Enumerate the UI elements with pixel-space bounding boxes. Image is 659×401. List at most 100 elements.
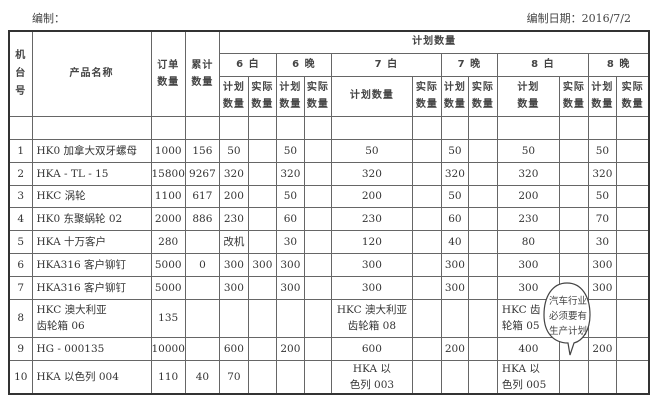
table-row: 10 HKA 以色列 004 110 40 70 HKA 以 色列 003 HKA 以 色列… — [8, 359, 650, 394]
actual-qty — [467, 275, 498, 300]
plan-qty: 200 — [587, 336, 617, 361]
shift-header: 7 白 — [330, 52, 442, 77]
product-name: HKA316 客户铆钉 — [31, 275, 152, 300]
machine-no: 6 — [8, 252, 33, 277]
actual-qty — [411, 298, 442, 338]
product-name: HKA - TL - 15 — [31, 161, 152, 186]
product-name: HKA 十万客户 — [31, 229, 152, 254]
callout-text: 汽车行业必须要有生产计划 — [548, 296, 587, 337]
table-row: 3 HKC 涡轮 1100 617 200 50 200 50 200 50 — [8, 184, 650, 208]
actual-qty — [247, 206, 277, 231]
blank-cell — [587, 115, 617, 140]
plan-qty: 70 — [218, 359, 249, 394]
plan-qty: HKC 澳大利亚 齿轮箱 08 — [330, 298, 413, 338]
plan-qty: 300 — [218, 275, 249, 300]
blank-cell — [440, 115, 469, 140]
machine-no: 10 — [8, 359, 33, 394]
actual-qty — [247, 161, 277, 186]
cum-qty — [184, 298, 220, 338]
blank-cell — [558, 115, 589, 140]
plan-qty-label: 计划数量 — [279, 82, 302, 110]
actual-qty — [411, 138, 442, 163]
plan-qty: 50 — [218, 138, 249, 163]
actual-qty — [615, 206, 650, 231]
plan-qty-header: 计划数量 — [275, 75, 305, 117]
actual-qty-header: 实际数量 — [615, 75, 650, 117]
blank-cell — [411, 115, 442, 140]
actual-qty — [615, 298, 650, 338]
blank-cell — [275, 115, 305, 140]
plan-qty — [275, 359, 305, 394]
actual-qty — [247, 359, 277, 394]
actual-qty — [467, 336, 498, 361]
actual-qty — [467, 298, 498, 338]
cum-qty: 40 — [184, 359, 220, 394]
order-qty: 5000 — [150, 252, 186, 277]
blank-cell — [330, 115, 413, 140]
table-row: 1 HK0 加拿大双牙螺母 1000 156 50 50 50 50 50 50 — [8, 138, 650, 163]
actual-qty — [411, 206, 442, 231]
actual-qty — [558, 184, 589, 208]
cum-qty: 886 — [184, 206, 220, 231]
plan-qty: 300 — [440, 252, 469, 277]
actual-qty — [247, 184, 277, 208]
order-qty: 5000 — [150, 275, 186, 300]
product-name: HKA316 客户铆钉 — [31, 252, 152, 277]
plan-qty — [218, 298, 249, 338]
plan-qty: 300 — [218, 252, 249, 277]
header-order-qty-label: 订单数量 — [157, 59, 180, 88]
actual-qty — [411, 161, 442, 186]
plan-qty: 40 — [440, 229, 469, 254]
actual-qty — [615, 161, 650, 186]
table-row: 7 HKA316 客户铆钉 5000 300 300 300 300 300 300 — [8, 275, 650, 300]
order-qty: 10000 — [150, 336, 186, 361]
machine-no: 3 — [8, 184, 33, 208]
plan-qty: 320 — [496, 161, 560, 186]
cum-qty — [184, 275, 220, 300]
actual-qty — [615, 359, 650, 394]
blank-cell — [247, 115, 277, 140]
plan-qty: 600 — [330, 336, 413, 361]
cum-qty: 617 — [184, 184, 220, 208]
plan-qty: 230 — [496, 206, 560, 231]
table-row: 5 HKA 十万客户 280 改机 30 120 40 80 30 — [8, 229, 650, 254]
shift-header: 8 白 — [496, 52, 589, 77]
product-name: HG - 000135 — [31, 336, 152, 361]
actual-qty — [303, 206, 332, 231]
actual-qty — [615, 184, 650, 208]
plan-qty: 320 — [275, 161, 305, 186]
machine-no: 2 — [8, 161, 33, 186]
shift-header: 6 白 — [218, 52, 277, 77]
machine-no: 9 — [8, 336, 33, 361]
actual-qty — [615, 336, 650, 361]
header-cum-qty-label: 累计数量 — [191, 59, 214, 88]
plan-qty: 120 — [330, 229, 413, 254]
machine-no: 7 — [8, 275, 33, 300]
actual-qty — [467, 359, 498, 394]
plan-qty-label: 计划数量 — [443, 82, 466, 110]
plan-qty-header: 计划数量 — [496, 75, 560, 117]
actual-qty — [558, 138, 589, 163]
actual-qty-header: 实际数量 — [303, 75, 332, 117]
machine-no: 5 — [8, 229, 33, 254]
actual-qty — [303, 161, 332, 186]
actual-qty — [467, 161, 498, 186]
plan-qty: 50 — [440, 138, 469, 163]
speech-bubble-icon — [543, 282, 591, 356]
actual-qty — [467, 184, 498, 208]
actual-qty-label: 实际数量 — [471, 82, 494, 110]
cum-qty — [184, 336, 220, 361]
actual-qty — [303, 138, 332, 163]
plan-qty: 200 — [440, 336, 469, 361]
header-machine: 机台号 — [8, 30, 33, 117]
actual-qty-label: 实际数量 — [621, 82, 644, 110]
actual-qty — [411, 229, 442, 254]
plan-qty-label: 计划数量 — [591, 82, 614, 110]
plan-qty: 230 — [218, 206, 249, 231]
actual-qty — [411, 336, 442, 361]
order-qty: 2000 — [150, 206, 186, 231]
cum-qty: 9267 — [184, 161, 220, 186]
header-order-qty: 订单数量 — [150, 30, 186, 117]
plan-qty — [440, 298, 469, 338]
blank-cell — [218, 115, 249, 140]
